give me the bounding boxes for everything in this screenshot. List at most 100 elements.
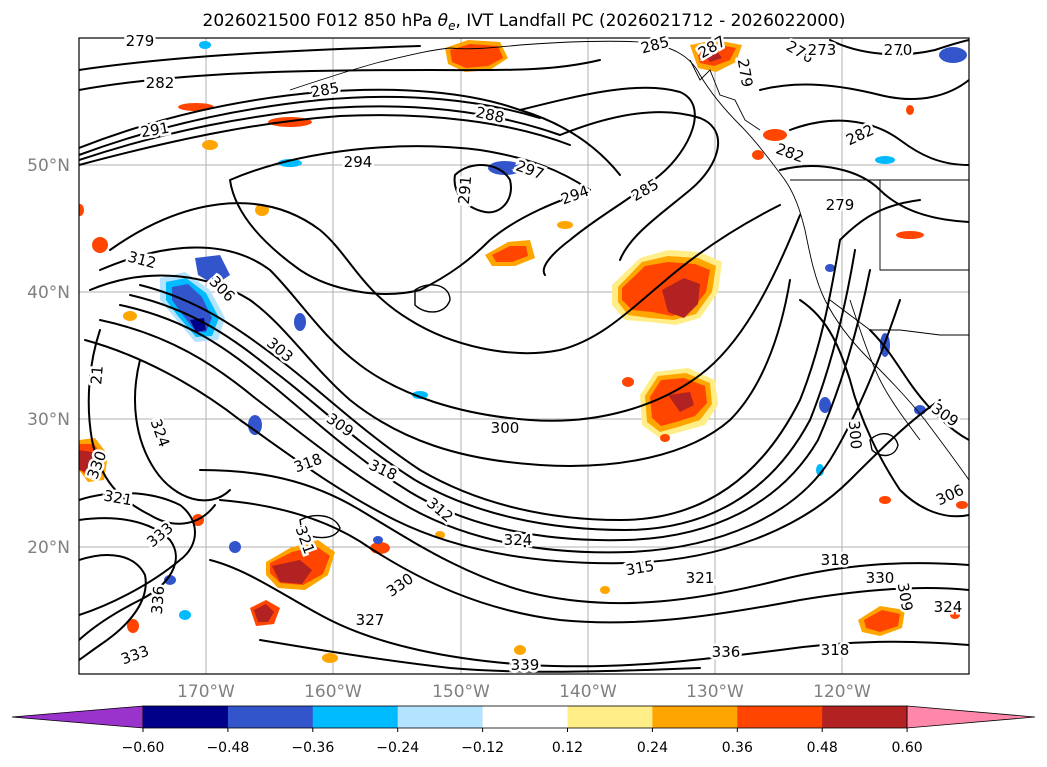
colorbar-segment	[312, 706, 399, 728]
contour-label: 21	[87, 365, 107, 386]
contour-line	[79, 95, 541, 156]
contour-line	[789, 119, 969, 166]
shade-patch	[272, 560, 312, 584]
colorbar-segment	[737, 706, 823, 728]
contour-line	[109, 202, 781, 355]
lat-label: 50°N	[27, 156, 70, 176]
contour-line	[119, 269, 871, 542]
shade-patch	[956, 501, 968, 509]
colorbar-tick-label: −0.48	[206, 740, 249, 756]
shade-patch	[825, 264, 835, 272]
lon-label: 120°W	[813, 682, 871, 702]
contour-line	[453, 163, 512, 214]
shade-patch	[816, 464, 824, 476]
contour-label-halo: 339	[511, 656, 540, 674]
colorbar-extension-right	[906, 705, 1036, 729]
colorbar-segment	[652, 706, 738, 728]
shade-patch	[939, 47, 967, 63]
shade-patch	[79, 204, 84, 216]
map-background	[79, 38, 969, 674]
contour-label: 291	[139, 119, 170, 142]
lon-label: 170°W	[177, 682, 235, 702]
colorbar-tick-label: −0.24	[376, 740, 419, 756]
contour-label-halo: 294	[344, 153, 373, 171]
shade-patch	[123, 311, 137, 321]
contour-label: 336	[148, 585, 168, 615]
contour-line	[559, 111, 719, 261]
contour-line	[519, 86, 696, 276]
contour-label-halo: 318	[821, 641, 850, 659]
shade-patch	[557, 221, 573, 229]
shade-patch	[702, 50, 722, 62]
theta-e-contours	[79, 39, 969, 673]
contour-label: 288	[474, 103, 506, 127]
shade-patch	[819, 397, 831, 413]
colorbar-segment	[143, 706, 229, 728]
shade-patch	[164, 575, 176, 585]
lat-label: 20°N	[27, 538, 70, 558]
map-content	[79, 38, 969, 674]
contour-line	[219, 499, 969, 624]
contour-label-halo: 282	[146, 74, 175, 92]
contour-label: 282	[146, 74, 175, 92]
lon-label: 150°W	[432, 682, 490, 702]
shade-patch	[127, 619, 139, 633]
border-line	[879, 180, 969, 271]
contour-label: 330	[866, 569, 895, 587]
contour-label: 270	[884, 41, 913, 59]
contour-label: 336	[712, 643, 741, 661]
figure-title: 2026021500 F012 850 hPa θe, IVT Landfall…	[203, 11, 846, 33]
map-frame	[78, 37, 970, 675]
shade-patch	[255, 204, 269, 216]
colorbar-ticks: −0.60 −0.48 −0.36 −0.24 −0.12 0.12 0.24 0.36 0.4…	[122, 728, 923, 756]
contour-label-halo: 273	[808, 41, 837, 59]
colorbar-tick-label: −0.36	[291, 740, 334, 756]
contour-line	[99, 299, 901, 554]
contour-label-halo: 324	[504, 531, 533, 549]
colorbar-tick-label: 0.24	[637, 740, 668, 756]
colorbar-tick-label: 0.36	[722, 740, 753, 756]
contour-label-halo: 270	[884, 41, 913, 59]
contour-line	[79, 114, 571, 166]
contour-label: 321	[102, 487, 133, 510]
lat-label: 30°N	[27, 410, 70, 430]
contour-label: 279	[734, 57, 757, 88]
contour-line	[869, 329, 969, 441]
shade-patch	[294, 313, 306, 331]
shade-patch	[79, 450, 98, 474]
shade-patch	[322, 653, 338, 663]
contour-line	[139, 199, 921, 521]
contour-line	[79, 88, 621, 176]
colorbar-segment	[482, 706, 568, 728]
contour-line	[414, 284, 451, 313]
contour-label: 279	[826, 196, 855, 214]
contour-label-halo: 279	[826, 196, 855, 214]
contour-line	[259, 639, 701, 673]
colorbar-segment	[567, 706, 653, 728]
shade-patch	[662, 278, 700, 318]
shade-patch	[199, 41, 211, 49]
contour-label: 318	[821, 641, 850, 659]
shade-patch	[488, 161, 522, 175]
shade-patch	[668, 392, 694, 412]
shade-patch	[622, 377, 634, 387]
contour-line	[869, 433, 899, 457]
contour-label-halo: 327	[356, 611, 385, 629]
shade-patch	[660, 434, 670, 442]
shade-patch	[202, 140, 218, 150]
contour-line	[79, 59, 601, 91]
contour-line	[87, 329, 216, 525]
shade-patch	[879, 496, 891, 504]
contour-line	[84, 339, 941, 565]
contour-label: 327	[356, 611, 385, 629]
shaded-patches	[79, 40, 968, 663]
contour-label-halo: 318	[821, 551, 850, 569]
latitude-labels: 50°N 40°N 30°N 20°N	[27, 156, 70, 558]
shade-patch	[373, 536, 383, 544]
contour-line	[99, 214, 801, 422]
contour-label: 285	[309, 79, 340, 102]
contour-line	[799, 299, 969, 518]
shade-patch	[864, 610, 900, 632]
contour-label-halo: 279	[126, 32, 155, 50]
